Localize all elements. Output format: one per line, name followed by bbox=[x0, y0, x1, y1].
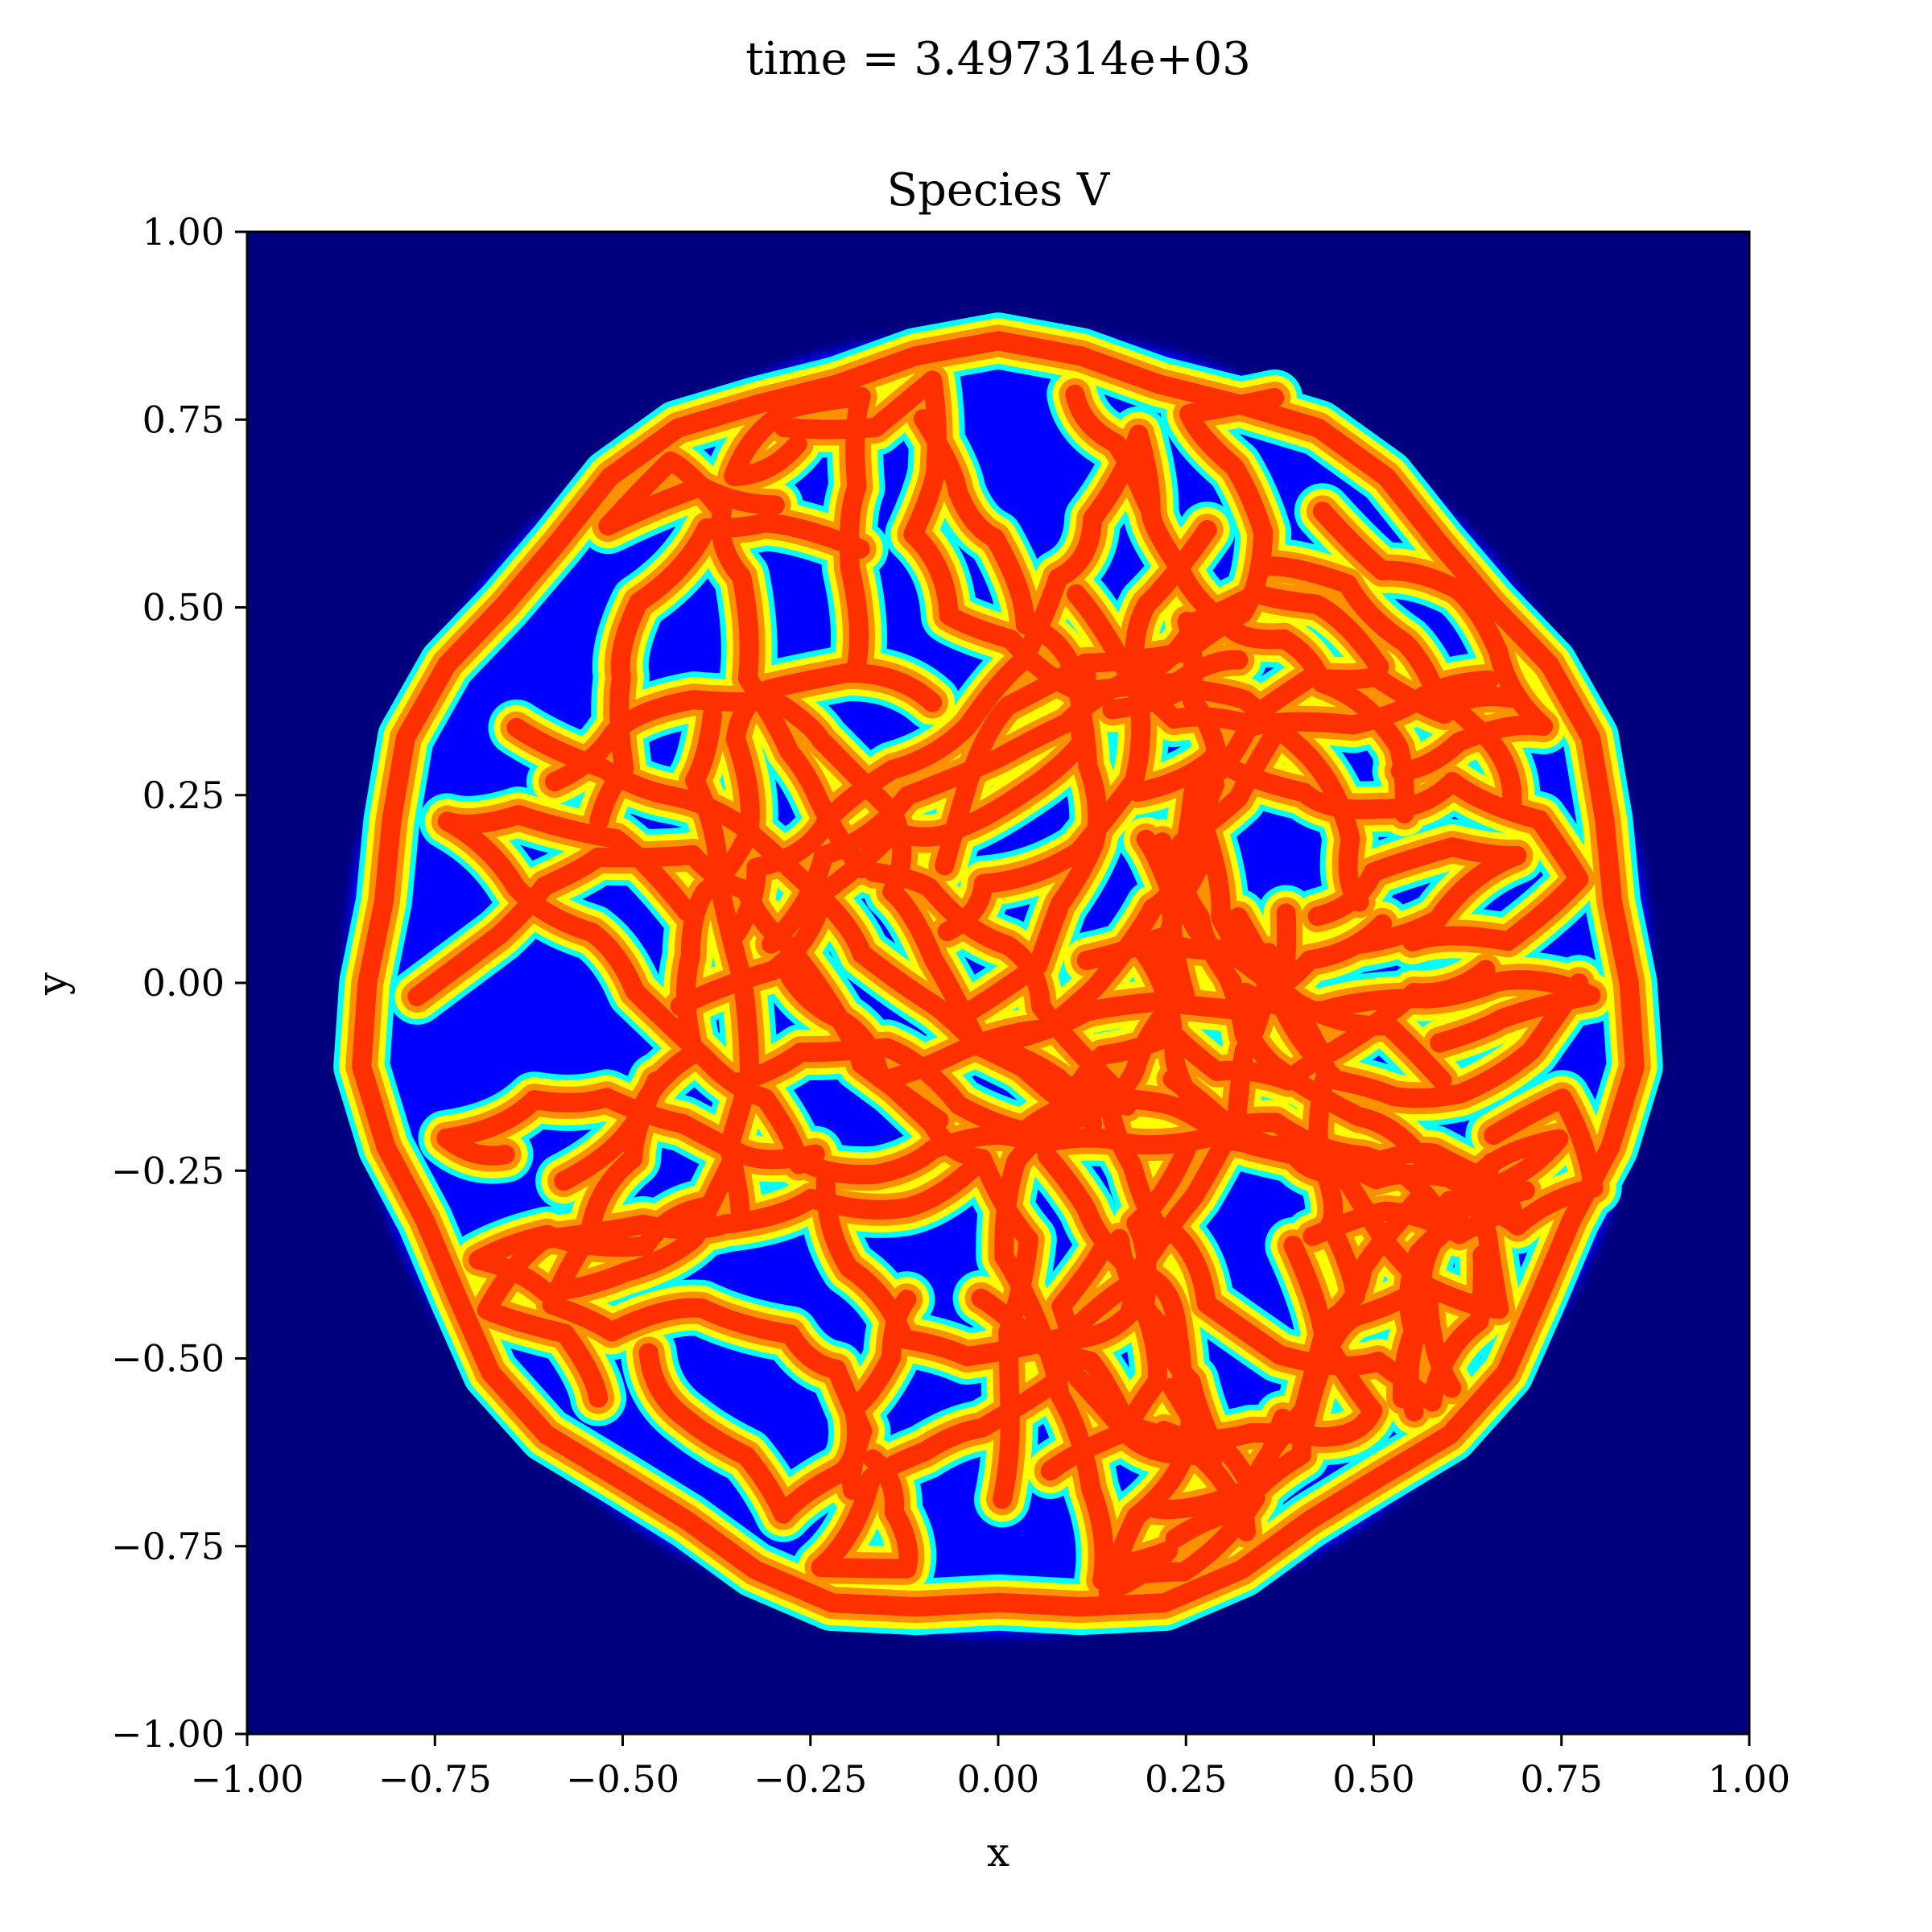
x-axis-label: x bbox=[987, 1829, 1009, 1876]
stripe-core-16 bbox=[994, 1088, 1114, 1591]
heatmap-pattern bbox=[333, 312, 1663, 1637]
x-tick-label-5: 0.25 bbox=[1145, 1757, 1227, 1801]
y-tick-label-5: 0.25 bbox=[142, 774, 225, 817]
stripe-core-57 bbox=[1236, 970, 1601, 1053]
y-tick-label-3: −0.25 bbox=[111, 1149, 225, 1192]
stripe-core-46 bbox=[1162, 1222, 1492, 1412]
y-tick-label-7: 0.75 bbox=[142, 398, 225, 441]
stripe-core-48 bbox=[1146, 1188, 1429, 1520]
stripe-core-17 bbox=[1307, 837, 1527, 954]
stripe-core-18 bbox=[935, 388, 1285, 876]
y-tick-label-6: 0.50 bbox=[142, 586, 225, 630]
x-tick-label-4: 0.00 bbox=[957, 1757, 1039, 1801]
y-axis-label: y bbox=[29, 972, 76, 996]
y-axis: −1.00 −0.75 −0.50 −0.25 0.00 0.25 0.50 0.75 1.00 bbox=[111, 210, 247, 1756]
stripe-core-53 bbox=[1038, 1146, 1200, 1602]
stripe-core-29 bbox=[811, 1373, 1065, 1579]
stripe-core-21 bbox=[882, 809, 1103, 1134]
y-tick-label-8: 1.00 bbox=[142, 210, 225, 254]
chart-title: Species V bbox=[887, 164, 1111, 217]
stripe-core-52 bbox=[937, 520, 1217, 942]
x-tick-label-8: 1.00 bbox=[1708, 1757, 1790, 1801]
stripe-core-31 bbox=[436, 1088, 825, 1170]
x-tick-label-0: −1.00 bbox=[191, 1757, 304, 1801]
stripe-core-44 bbox=[1001, 1047, 1474, 1191]
stripe-core-42 bbox=[670, 667, 1096, 1016]
stripe-core-26 bbox=[1393, 1129, 1569, 1422]
stripe-core-6 bbox=[589, 513, 870, 831]
y-tick-label-1: −0.75 bbox=[111, 1525, 225, 1568]
figure-suptitle: time = 3.497314e+03 bbox=[745, 33, 1251, 85]
stripe-core-25 bbox=[782, 1029, 1174, 1185]
x-axis: −1.00 −0.75 −0.50 −0.25 0.00 0.25 0.50 0.75 1.00 bbox=[191, 1734, 1790, 1801]
x-tick-label-3: −0.25 bbox=[753, 1757, 867, 1801]
y-tick-label-4: 0.00 bbox=[142, 961, 225, 1005]
y-tick-label-0: −1.00 bbox=[111, 1712, 225, 1756]
stripe-core-23 bbox=[545, 690, 899, 819]
stripe-core-50 bbox=[685, 705, 760, 1224]
stripe-core-35 bbox=[1006, 914, 1393, 1049]
stripe-core-38 bbox=[1255, 556, 1522, 812]
stripe-core-58 bbox=[726, 424, 1161, 943]
stripe-core-56 bbox=[598, 451, 873, 879]
stripe-core-45 bbox=[1076, 928, 1452, 1091]
y-tick-label-2: −0.50 bbox=[111, 1337, 225, 1381]
stripe-core-49 bbox=[724, 386, 871, 675]
stripe-core-59 bbox=[542, 1071, 873, 1501]
x-tick-label-6: 0.50 bbox=[1332, 1757, 1414, 1801]
plot-area bbox=[246, 230, 1751, 1736]
stripe-core-37 bbox=[815, 943, 1278, 1367]
stripe-core-55 bbox=[1312, 502, 1554, 781]
x-tick-label-2: −0.50 bbox=[566, 1757, 679, 1801]
stripe-core-47 bbox=[638, 1290, 917, 1524]
stripe-core-54 bbox=[1128, 748, 1589, 952]
x-tick-label-1: −0.75 bbox=[378, 1757, 492, 1801]
stripe-core-51 bbox=[437, 805, 809, 1174]
stripe-core-33 bbox=[477, 1154, 987, 1408]
x-tick-label-7: 0.75 bbox=[1521, 1757, 1603, 1801]
stripe-core-60 bbox=[352, 331, 1645, 1617]
